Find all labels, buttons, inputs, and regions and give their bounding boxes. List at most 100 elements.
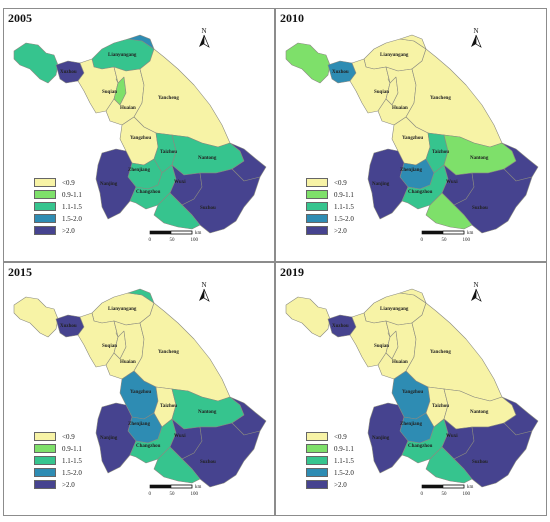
- legend-swatch: [306, 432, 328, 441]
- city-label-suzhou: Suzhou: [200, 206, 216, 211]
- city-label-nanjing: Nanjing: [100, 436, 118, 441]
- svg-text:N: N: [202, 27, 207, 35]
- legend-item: 0.9-1.1: [306, 443, 354, 454]
- city-label-nantong: Nantong: [198, 410, 217, 415]
- legend-label: >2.0: [62, 480, 75, 489]
- city-label-yancheng: Yancheng: [430, 350, 451, 355]
- legend-label: 1.1-1.5: [334, 202, 354, 211]
- map-panel: Lianyungang Xuzhou Suqian Huaian Yancheng Yan…: [275, 262, 547, 516]
- city-label-taizhou: Taizhou: [432, 404, 449, 409]
- scale-label: 50: [170, 238, 176, 243]
- legend-item: 1.5-2.0: [306, 467, 354, 478]
- city-label-wuxi: Wuxi: [446, 180, 458, 185]
- legend-swatch: [34, 456, 56, 465]
- legend-label: 1.1-1.5: [62, 202, 82, 211]
- scale-unit: km: [195, 485, 202, 490]
- scale-bar: 0 50 100 km: [421, 230, 474, 243]
- legend-label: 1.5-2.0: [62, 214, 82, 223]
- city-label-taizhou: Taizhou: [160, 404, 177, 409]
- legend-item: >2.0: [306, 225, 354, 236]
- legend-item: <0.9: [306, 431, 354, 442]
- city-label-suqian: Suqian: [102, 90, 117, 95]
- legend-swatch: [34, 432, 56, 441]
- legend-label: >2.0: [62, 226, 75, 235]
- region-suzhou_w: [425, 446, 473, 484]
- city-label-lianyungang: Lianyungang: [108, 307, 137, 312]
- legend-swatch: [306, 480, 328, 489]
- legend-swatch: [34, 190, 56, 199]
- region-xuzhou_w: [285, 296, 331, 338]
- city-label-yancheng: Yancheng: [158, 96, 179, 101]
- legend-label: 1.5-2.0: [62, 468, 82, 477]
- city-label-nantong: Nantong: [198, 156, 217, 161]
- city-label-zhenjiang: Zhenjiang: [128, 422, 150, 427]
- city-label-nantong: Nantong: [470, 410, 489, 415]
- legend-label: 0.9-1.1: [62, 444, 82, 453]
- city-label-nanjing: Nanjing: [372, 436, 390, 441]
- north-arrow-icon: N: [199, 281, 210, 302]
- legend-swatch: [34, 214, 56, 223]
- scale-label: 100: [463, 238, 471, 243]
- region-lyg_ne: [127, 34, 155, 50]
- city-label-huaian: Huaian: [120, 106, 136, 111]
- legend-label: <0.9: [334, 178, 347, 187]
- city-label-yangzhou: Yangzhou: [130, 390, 151, 395]
- scale-label: 100: [463, 492, 471, 497]
- city-label-lianyungang: Lianyungang: [108, 53, 137, 58]
- legend-item: >2.0: [306, 479, 354, 490]
- scale-label: 50: [442, 238, 448, 243]
- city-label-lianyungang: Lianyungang: [380, 307, 409, 312]
- legend-label: <0.9: [334, 432, 347, 441]
- city-label-wuxi: Wuxi: [174, 180, 186, 185]
- legend-swatch: [34, 178, 56, 187]
- legend-item: 1.5-2.0: [34, 467, 82, 478]
- scale-unit: km: [467, 231, 474, 236]
- scale-label: 100: [191, 492, 199, 497]
- legend-item: >2.0: [34, 479, 82, 490]
- map-panel: Lianyungang Xuzhou Suqian Huaian Yancheng Yan…: [275, 8, 547, 262]
- legend-label: 0.9-1.1: [334, 444, 354, 453]
- legend-item: 1.1-1.5: [306, 201, 354, 212]
- legend-item: 0.9-1.1: [34, 443, 82, 454]
- scale-label: 100: [191, 238, 199, 243]
- legend-item: >2.0: [34, 225, 82, 236]
- scale-label: 50: [442, 492, 448, 497]
- legend-item: 0.9-1.1: [306, 189, 354, 200]
- legend-label: 0.9-1.1: [62, 190, 82, 199]
- city-label-yangzhou: Yangzhou: [130, 136, 151, 141]
- province-map: Lianyungang Xuzhou Suqian Huaian Yancheng Yan…: [285, 27, 539, 243]
- legend-swatch: [34, 444, 56, 453]
- svg-text:N: N: [474, 27, 479, 35]
- scale-label: 50: [170, 492, 176, 497]
- region-suzhou_w: [425, 192, 473, 230]
- city-label-taizhou: Taizhou: [432, 150, 449, 155]
- north-arrow-icon: N: [199, 27, 210, 48]
- year-title: 2015: [8, 265, 32, 279]
- city-label-zhenjiang: Zhenjiang: [128, 168, 150, 173]
- city-label-taizhou: Taizhou: [160, 150, 177, 155]
- legend-item: 1.1-1.5: [34, 201, 82, 212]
- region-lyg_ne: [399, 34, 427, 50]
- scale-bar: 0 50 100 km: [149, 484, 202, 497]
- city-label-changzhou: Changzhou: [408, 444, 433, 449]
- year-title: 2005: [8, 11, 32, 25]
- legend-item: 1.5-2.0: [306, 213, 354, 224]
- legend-label: 0.9-1.1: [334, 190, 354, 199]
- province-map: Lianyungang Xuzhou Suqian Huaian Yancheng Yan…: [285, 281, 539, 497]
- city-label-wuxi: Wuxi: [174, 434, 186, 439]
- city-label-xuzhou: Xuzhou: [60, 324, 77, 329]
- city-label-suqian: Suqian: [374, 344, 389, 349]
- legend-label: >2.0: [334, 226, 347, 235]
- region-lyg_ne: [399, 288, 427, 304]
- legend-swatch: [34, 226, 56, 235]
- legend-item: <0.9: [306, 177, 354, 188]
- legend: <0.9 0.9-1.1 1.1-1.5 1.5-2.0 >2.0: [306, 177, 354, 237]
- svg-text:N: N: [202, 281, 207, 289]
- legend: <0.9 0.9-1.1 1.1-1.5 1.5-2.0 >2.0: [34, 431, 82, 491]
- region-xuzhou_w: [13, 296, 59, 338]
- city-label-suzhou: Suzhou: [472, 460, 488, 465]
- legend-swatch: [34, 468, 56, 477]
- legend: <0.9 0.9-1.1 1.1-1.5 1.5-2.0 >2.0: [34, 177, 82, 237]
- scale-bar: 0 50 100 km: [421, 484, 474, 497]
- city-label-xuzhou: Xuzhou: [60, 70, 77, 75]
